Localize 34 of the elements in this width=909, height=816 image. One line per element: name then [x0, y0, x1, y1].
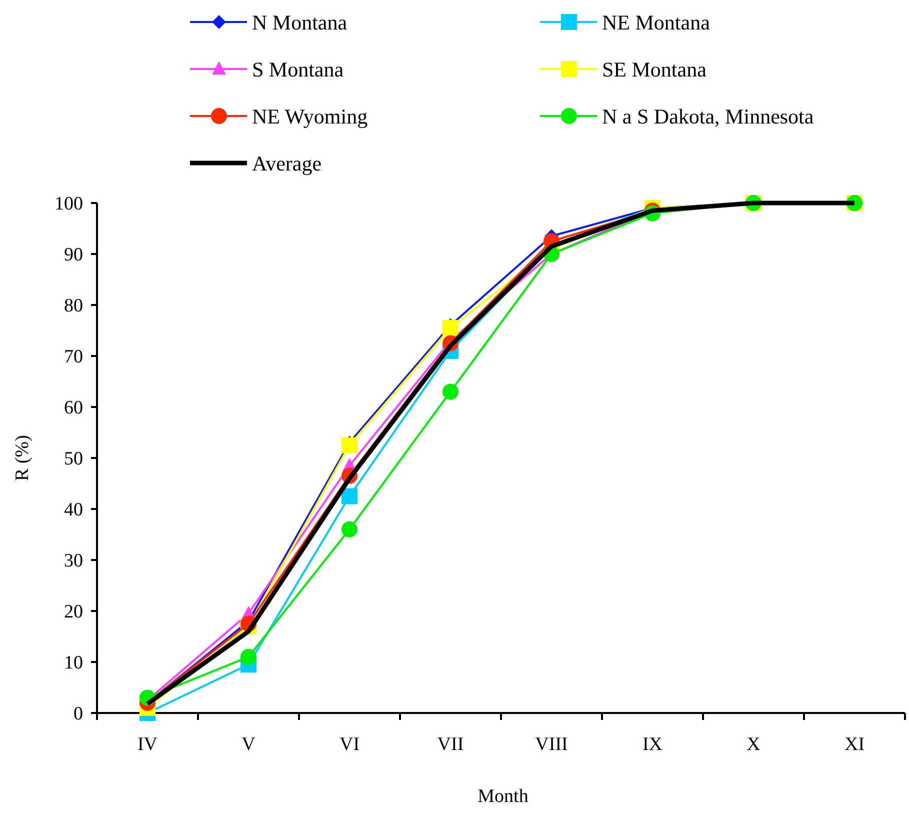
x-tick-label: VII: [437, 734, 464, 755]
y-tick-label: 80: [64, 296, 83, 317]
y-tick-label: 70: [64, 346, 83, 368]
y-tick-label: 10: [64, 652, 83, 674]
y-tick-label: 30: [64, 550, 83, 572]
y-tick-label: 50: [64, 448, 83, 470]
x-tick-label: IV: [137, 734, 158, 755]
x-tick-label: VIII: [535, 734, 568, 755]
y-tick-label: 40: [64, 500, 83, 521]
legend-label: N a S Dakota, Minnesota: [602, 104, 814, 128]
x-tick-label: X: [746, 734, 761, 755]
x-axis-title: Month: [478, 786, 529, 807]
point: [342, 488, 358, 504]
y-tick-label: 60: [64, 398, 83, 419]
y-axis-title: R (%): [12, 435, 33, 481]
y-tick-label: 0: [74, 704, 83, 725]
legend-label: NE Wyoming: [252, 104, 368, 128]
legend-label: S Montana: [252, 57, 344, 82]
point: [342, 437, 358, 454]
x-tick-label: VI: [339, 734, 360, 755]
point: [342, 521, 358, 538]
point: [442, 320, 458, 336]
legend-label: N Montana: [252, 10, 348, 34]
y-tick-label: 100: [54, 194, 83, 215]
y-tick-label: 90: [64, 244, 83, 266]
point: [240, 648, 256, 665]
legend-label: Average: [252, 151, 322, 176]
x-tick-label: XI: [844, 734, 865, 755]
legend-label: NE Montana: [602, 10, 711, 34]
y-tick-label: 20: [64, 602, 83, 623]
point: [442, 384, 458, 400]
legend-label: SE Montana: [602, 57, 708, 82]
x-tick-label: IX: [642, 734, 663, 755]
x-tick-label: V: [242, 734, 256, 755]
